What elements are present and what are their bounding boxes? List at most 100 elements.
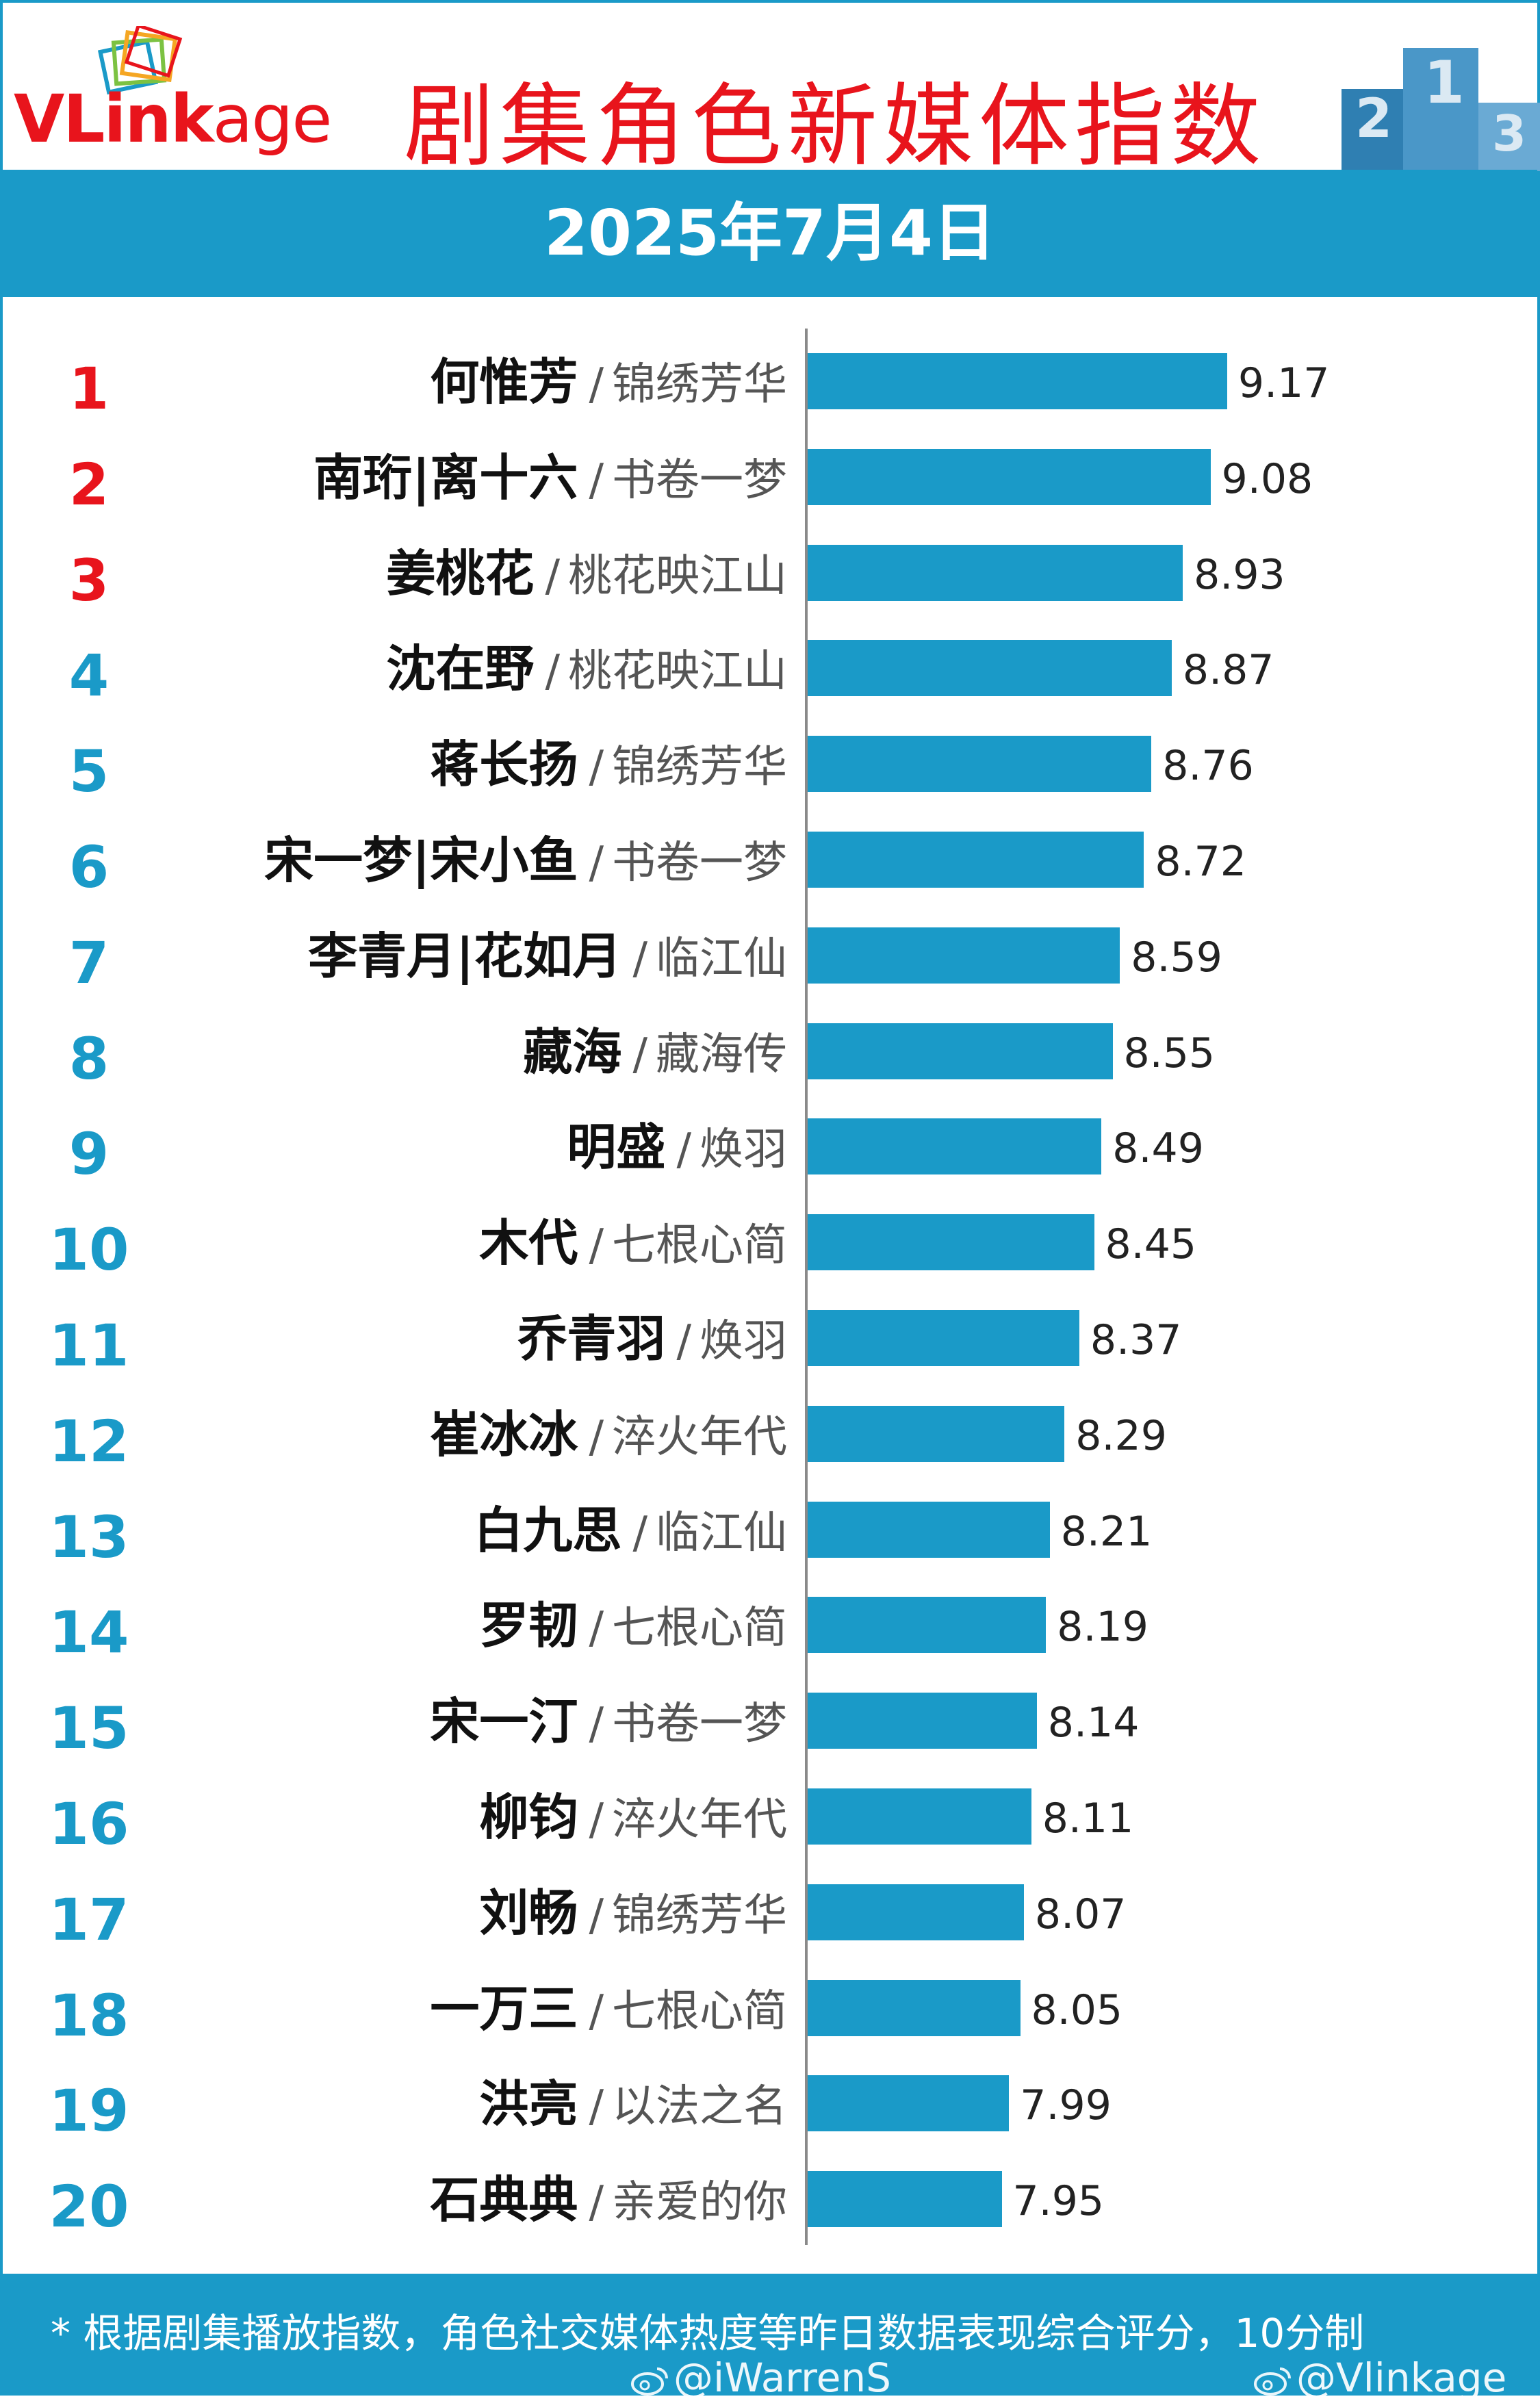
- podium-label-3: 3: [1492, 105, 1526, 162]
- chart-row: 7 李青月|花如月 / 临江仙 8.59: [0, 908, 1540, 1004]
- drama-title: 藏海传: [656, 1029, 787, 1080]
- weibo-icon: [1254, 2367, 1291, 2396]
- row-label: 一万三 / 七根心简: [430, 1975, 787, 2043]
- drama-title: 七根心简: [612, 1220, 787, 1272]
- chart-row: 20 石典典 / 亲爱的你 7.95: [0, 2152, 1540, 2248]
- bar: [808, 1118, 1102, 1175]
- separator: /: [589, 838, 604, 888]
- drama-title: 淬火年代: [612, 1795, 787, 1845]
- character-name: 崔冰冰: [430, 1405, 578, 1463]
- drama-title: 锦绣芳华: [612, 742, 787, 793]
- drama-title: 锦绣芳华: [612, 1890, 787, 1941]
- value-label: 7.95: [1012, 2177, 1105, 2226]
- character-name: 洪亮: [479, 2075, 578, 2133]
- bar: [808, 1693, 1037, 1749]
- value-label: 9.17: [1237, 359, 1330, 407]
- drama-title: 书卷一梦: [612, 1699, 787, 1750]
- character-name: 藏海: [523, 1023, 622, 1081]
- character-name: 宋一汀: [430, 1693, 578, 1751]
- character-name: 一万三: [430, 1979, 578, 2038]
- chart-row: 15 宋一汀 / 书卷一梦 8.14: [0, 1673, 1540, 1769]
- drama-title: 淬火年代: [612, 1411, 787, 1463]
- character-name: 柳钧: [479, 1788, 578, 1846]
- separator: /: [589, 2081, 604, 2133]
- value-label: 8.93: [1194, 550, 1285, 599]
- character-name: 木代: [479, 1214, 578, 1272]
- character-name: 明盛: [567, 1118, 666, 1177]
- logo-text: VLinkage: [14, 81, 332, 157]
- y-axis-line: [805, 329, 808, 2245]
- rank-number: 8: [68, 1025, 110, 1092]
- row-label: 刘畅 / 锦绣芳华: [479, 1879, 787, 1947]
- chart-row: 6 宋一梦|宋小鱼 / 书卷一梦 8.72: [0, 812, 1540, 908]
- value-label: 8.11: [1042, 1795, 1134, 1843]
- podium-icon: 2 1 3: [1342, 48, 1540, 171]
- separator: /: [676, 1316, 691, 1367]
- character-name: 李青月|花如月: [308, 927, 622, 985]
- drama-title: 临江仙: [656, 1507, 787, 1558]
- drama-title: 桃花映江山: [568, 646, 787, 697]
- rank-number: 6: [68, 834, 110, 901]
- row-label: 沈在野 / 桃花映江山: [386, 634, 787, 703]
- character-name: 刘畅: [479, 1884, 578, 1942]
- bar: [808, 640, 1172, 697]
- separator: /: [545, 646, 560, 697]
- drama-title: 桃花映江山: [568, 550, 787, 602]
- drama-title: 七根心简: [612, 1986, 787, 2037]
- row-label: 石典典 / 亲爱的你: [430, 2166, 787, 2234]
- vlinkage-logo: VLinkage: [14, 21, 335, 157]
- character-name: 何惟芳: [430, 353, 578, 411]
- character-name: 南珩|离十六: [313, 448, 578, 506]
- bar: [808, 1884, 1024, 1940]
- rank-number: 16: [49, 1790, 129, 1858]
- podium-label-1: 1: [1424, 49, 1465, 117]
- rank-number: 10: [49, 1216, 129, 1284]
- separator: /: [632, 1029, 647, 1080]
- chart-row: 1 何惟芳 / 锦绣芳华 9.17: [0, 334, 1540, 430]
- drama-title: 焕羽: [700, 1316, 787, 1367]
- bar: [808, 1597, 1047, 1654]
- character-name: 白九思: [474, 1501, 622, 1559]
- row-label: 宋一梦|宋小鱼 / 书卷一梦: [264, 826, 787, 895]
- row-label: 南珩|离十六 / 书卷一梦: [313, 444, 787, 512]
- bar: [808, 448, 1211, 505]
- row-label: 李青月|花如月 / 临江仙: [308, 922, 787, 990]
- character-name: 姜桃花: [386, 544, 535, 602]
- character-name: 罗韧: [479, 1597, 578, 1655]
- separator: /: [589, 1220, 604, 1272]
- separator: /: [545, 550, 560, 602]
- bar: [808, 1501, 1050, 1558]
- value-label: 8.07: [1034, 1890, 1127, 1938]
- bar: [808, 2171, 1002, 2228]
- row-label: 洪亮 / 以法之名: [479, 2070, 787, 2138]
- row-label: 崔冰冰 / 淬火年代: [430, 1400, 787, 1469]
- footer-band: * 根据剧集播放指数，角色社交媒体热度等昨日数据表现综合评分，10分制: [3, 2274, 1537, 2393]
- row-label: 木代 / 七根心简: [479, 1209, 787, 1277]
- rank-number: 20: [49, 2173, 129, 2241]
- chart-row: 11 乔青羽 / 焕羽 8.37: [0, 1291, 1540, 1387]
- watermark-vlinkage: @Vlinkage: [1253, 2354, 1506, 2401]
- character-name: 蒋长扬: [430, 736, 578, 794]
- bar: [808, 1023, 1113, 1079]
- chart-row: 4 沈在野 / 桃花映江山 8.87: [0, 621, 1540, 717]
- value-label: 8.87: [1182, 646, 1274, 695]
- drama-title: 七根心简: [612, 1603, 787, 1654]
- separator: /: [589, 1795, 604, 1845]
- chart-row: 5 蒋长扬 / 锦绣芳华 8.76: [0, 717, 1540, 812]
- date-band: 2025年7月4日: [3, 170, 1537, 297]
- row-label: 何惟芳 / 锦绣芳华: [430, 348, 787, 416]
- bar: [808, 1214, 1094, 1271]
- value-label: 9.08: [1221, 454, 1313, 503]
- separator: /: [632, 1507, 647, 1558]
- chart-row: 14 罗韧 / 七根心简 8.19: [0, 1578, 1540, 1673]
- rank-number: 9: [68, 1120, 110, 1188]
- bar: [808, 1405, 1065, 1462]
- rank-number: 15: [49, 1695, 129, 1762]
- drama-title: 临江仙: [656, 933, 787, 984]
- separator: /: [589, 1890, 604, 1941]
- rank-number: 7: [68, 929, 110, 997]
- value-label: 8.19: [1057, 1603, 1148, 1652]
- row-label: 蒋长扬 / 锦绣芳华: [430, 730, 787, 799]
- value-label: 8.76: [1162, 742, 1254, 791]
- rank-number: 13: [49, 1503, 129, 1571]
